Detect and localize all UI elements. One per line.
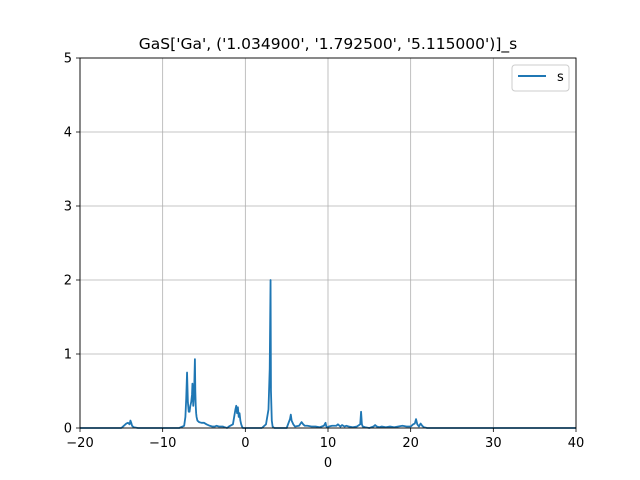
- y-tick-label: 3: [64, 200, 72, 215]
- legend: s: [511, 64, 570, 92]
- x-tick-label: −20: [66, 436, 93, 451]
- x-axis: −20 −10 0 10 20 30 40: [66, 428, 584, 451]
- y-tick-label: 1: [64, 348, 72, 363]
- y-axis: 0 1 2 3 4 5: [64, 52, 80, 437]
- x-tick-label: −10: [149, 436, 176, 451]
- legend-label-s: s: [557, 70, 564, 85]
- chart-title: GaS['Ga', ('1.034900', '1.792500', '5.11…: [139, 35, 517, 54]
- y-tick-label: 5: [64, 52, 72, 67]
- x-tick-label: 0: [241, 436, 249, 451]
- series-layer: [80, 279, 576, 429]
- x-axis-label: 0: [324, 456, 332, 471]
- series-line-s: [80, 279, 576, 429]
- y-tick-label: 4: [64, 126, 72, 141]
- x-tick-label: 30: [485, 436, 502, 451]
- legend-box: [511, 64, 570, 92]
- plot-area: [79, 57, 577, 429]
- x-tick-label: 10: [320, 436, 337, 451]
- x-tick-label: 20: [402, 436, 419, 451]
- y-tick-label: 2: [64, 274, 72, 289]
- x-tick-label: 40: [568, 436, 585, 451]
- y-tick-label: 0: [64, 422, 72, 437]
